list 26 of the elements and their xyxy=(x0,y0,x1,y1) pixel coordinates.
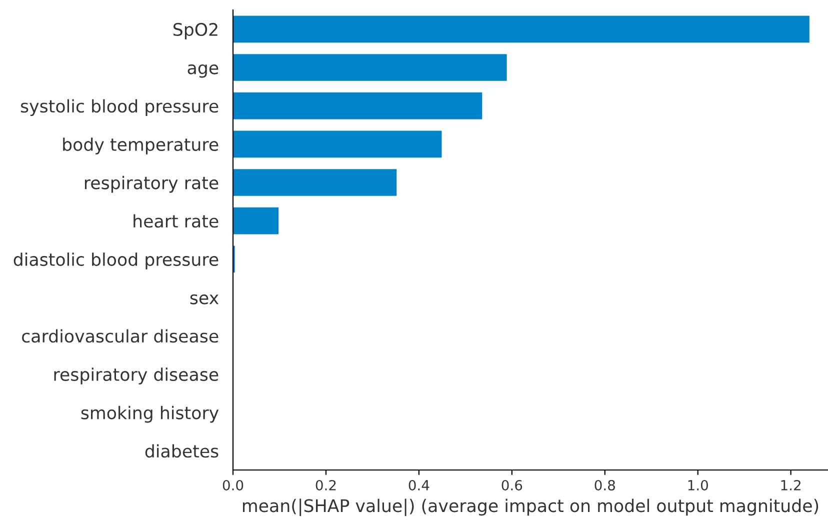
y-tick-label: age xyxy=(188,64,218,78)
x-tick-label: 1.0 xyxy=(688,480,708,490)
x-tick-label: 1.2 xyxy=(781,480,800,490)
bar xyxy=(233,54,507,81)
bar xyxy=(233,130,442,158)
y-tick-label: smoking history xyxy=(81,406,219,423)
bar xyxy=(233,169,397,196)
x-tick-label: 0.8 xyxy=(594,480,615,490)
x-axis-title: mean(|SHAP value|) (average impact on model output magnitude) xyxy=(242,498,818,516)
bar xyxy=(233,92,482,120)
x-tick-label: 0.6 xyxy=(502,480,522,490)
x-tick-label: 0.4 xyxy=(408,480,430,490)
y-tick-label: respiratory rate xyxy=(84,176,218,193)
x-tick-label: 0.0 xyxy=(222,480,244,490)
y-tick-label: SpO2 xyxy=(174,22,218,40)
y-tick-label: cardiovascular disease xyxy=(22,329,218,343)
bar xyxy=(233,16,810,43)
bar xyxy=(233,207,279,234)
y-tick-label: sex xyxy=(190,294,219,304)
y-tick-label: heart rate xyxy=(134,214,218,228)
y-tick-label: respiratory disease xyxy=(54,368,218,384)
y-tick-label: diabetes xyxy=(145,444,218,458)
x-tick-label: 0.2 xyxy=(316,480,336,490)
y-tick-label: systolic blood pressure xyxy=(20,99,218,116)
y-tick-label: diastolic blood pressure xyxy=(14,252,218,270)
y-tick-label: body temperature xyxy=(63,138,218,154)
